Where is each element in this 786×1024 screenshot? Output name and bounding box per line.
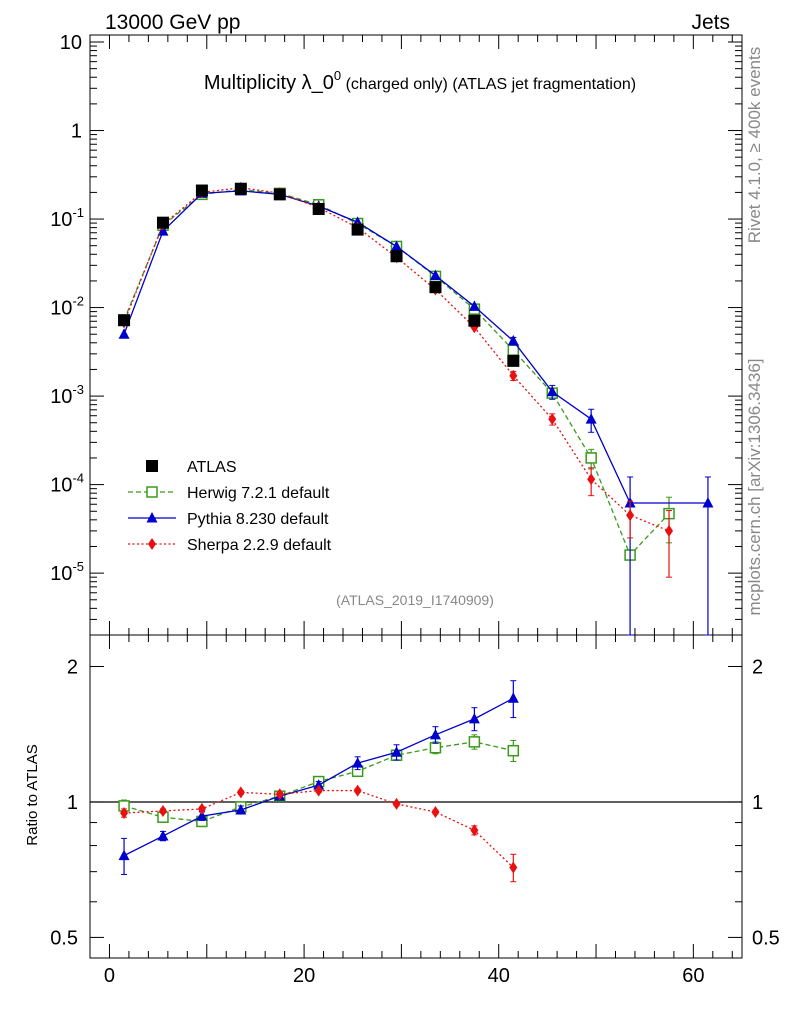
ratio-y-label: Ratio to ATLAS <box>24 744 41 845</box>
y-tick-label: 10-3 <box>50 382 84 408</box>
main-atlas-point <box>507 354 520 367</box>
ratio-plot-frame <box>89 634 743 959</box>
legend-herwig-marker <box>146 486 158 498</box>
y-tick-label: 10-4 <box>50 471 84 497</box>
main-atlas-point <box>118 314 131 327</box>
ratio-pythia-point <box>429 728 441 740</box>
header-left-label: 13000 GeV pp <box>105 11 240 34</box>
x-tick-label: 0 <box>104 965 115 987</box>
main-pythia-point <box>391 240 403 251</box>
y-tick-label: 10-1 <box>50 205 84 231</box>
main-atlas-point <box>351 223 364 236</box>
main-herwig-point <box>507 344 520 356</box>
main-atlas-point <box>390 250 403 263</box>
ratio-y-tick-label: 1 <box>67 792 78 814</box>
ratio-herwig-point <box>468 736 481 748</box>
legend: ATLAS Herwig 7.2.1 default Pythia 8.230 de… <box>128 459 332 554</box>
main-sherpa-line <box>123 187 670 532</box>
ratio-sherpa-point <box>470 824 479 837</box>
ratio-plot-area: 0 20 40 60 0.5 0.5 1 1 2 2 <box>50 635 780 987</box>
ratio-sherpa-point <box>197 802 206 815</box>
side-label-rivet: Rivet 4.1.0, ≥ 400k events <box>745 47 764 243</box>
main-pythia-point <box>702 496 714 508</box>
ratio-pythia-point <box>157 830 169 841</box>
main-pythia-line <box>123 190 708 504</box>
legend-atlas-label: ATLAS <box>187 459 237 476</box>
legend-pythia-label: Pythia 8.230 default <box>187 511 329 528</box>
legend-sherpa-marker <box>148 538 156 550</box>
legend-atlas-marker <box>146 460 158 472</box>
main-atlas-point <box>429 281 442 294</box>
ratio-pythia-point <box>235 803 247 815</box>
ratio-pythia-point <box>313 779 325 790</box>
main-plot-title: Multiplicity λ_00 (charged only) (ATLAS … <box>204 68 636 94</box>
ratio-y-tick-label: 2 <box>67 657 78 679</box>
y-tick-label: 1 <box>71 121 82 143</box>
ratio-herwig-point <box>507 744 520 757</box>
ratio-y-tick-label-right: 2 <box>752 657 763 679</box>
ratio-sherpa-point <box>509 861 518 874</box>
main-pythia-point <box>468 300 480 311</box>
y-tick-label: 10-2 <box>50 294 84 320</box>
main-sherpa-point <box>509 369 518 382</box>
title-rest: (charged only) (ATLAS jet fragmentation) <box>341 76 636 93</box>
x-tick-label: 40 <box>488 965 510 987</box>
main-atlas-point <box>156 216 169 229</box>
legend-sherpa-label: Sherpa 2.2.9 default <box>187 537 332 554</box>
main-sherpa-point <box>626 509 635 522</box>
ratio-sherpa-point <box>120 807 129 820</box>
ratio-pythia-point <box>352 757 364 768</box>
ratio-y-tick-label: 0.5 <box>50 927 78 949</box>
x-tick-label: 20 <box>293 965 315 987</box>
y-tick-label: 10 <box>60 32 82 54</box>
main-pythia-point <box>546 385 558 397</box>
main-atlas-point <box>312 202 325 215</box>
ratio-pythia-point <box>118 849 130 861</box>
main-atlas-point <box>195 184 208 197</box>
ratio-y-tick-label-right: 0.5 <box>752 927 780 949</box>
ratio-pythia-point <box>391 746 403 757</box>
main-atlas-point <box>273 188 286 201</box>
ratio-sherpa-point <box>275 788 284 801</box>
analysis-watermark: (ATLAS_2019_I1740909) <box>336 592 494 608</box>
title-sup: 0 <box>334 68 341 83</box>
ratio-pythia-point <box>507 692 519 703</box>
header-right-label: Jets <box>691 11 730 34</box>
main-pythia-point <box>507 334 519 346</box>
legend-herwig-label: Herwig 7.2.1 default <box>187 485 330 502</box>
main-sherpa-point <box>548 413 557 426</box>
main-atlas-point <box>468 314 481 327</box>
ratio-sherpa-point <box>353 784 362 797</box>
ratio-sherpa-point <box>158 804 167 817</box>
side-label-mcplots: mcplots.cern.ch [arXiv:1306.3436] <box>745 358 764 615</box>
ratio-sherpa-point <box>236 786 245 799</box>
main-plot-area: 10-5 10-4 10-3 10-2 10-1 1 10 <box>50 32 742 636</box>
main-pythia-point <box>429 269 441 281</box>
main-atlas-point <box>234 182 247 195</box>
x-tick-label: 60 <box>682 965 704 987</box>
ratio-pythia-point <box>196 810 208 821</box>
ratio-y-tick-label-right: 1 <box>752 792 763 814</box>
ratio-sherpa-point <box>431 805 440 818</box>
title-main: Multiplicity λ_0 <box>204 72 334 94</box>
ratio-pythia-point <box>468 712 480 724</box>
main-pythia-point <box>118 328 130 339</box>
ratio-herwig-point <box>429 741 442 754</box>
main-herwig-point <box>585 452 597 464</box>
main-sherpa-point <box>587 473 596 486</box>
ratio-sherpa-point <box>392 797 401 810</box>
main-pythia-point <box>585 413 597 424</box>
ratio-sherpa-point <box>314 784 323 797</box>
main-sherpa-point <box>665 524 674 537</box>
y-tick-label: 10-5 <box>50 559 84 585</box>
legend-pythia-marker <box>146 512 158 523</box>
main-herwig-line <box>123 188 670 557</box>
